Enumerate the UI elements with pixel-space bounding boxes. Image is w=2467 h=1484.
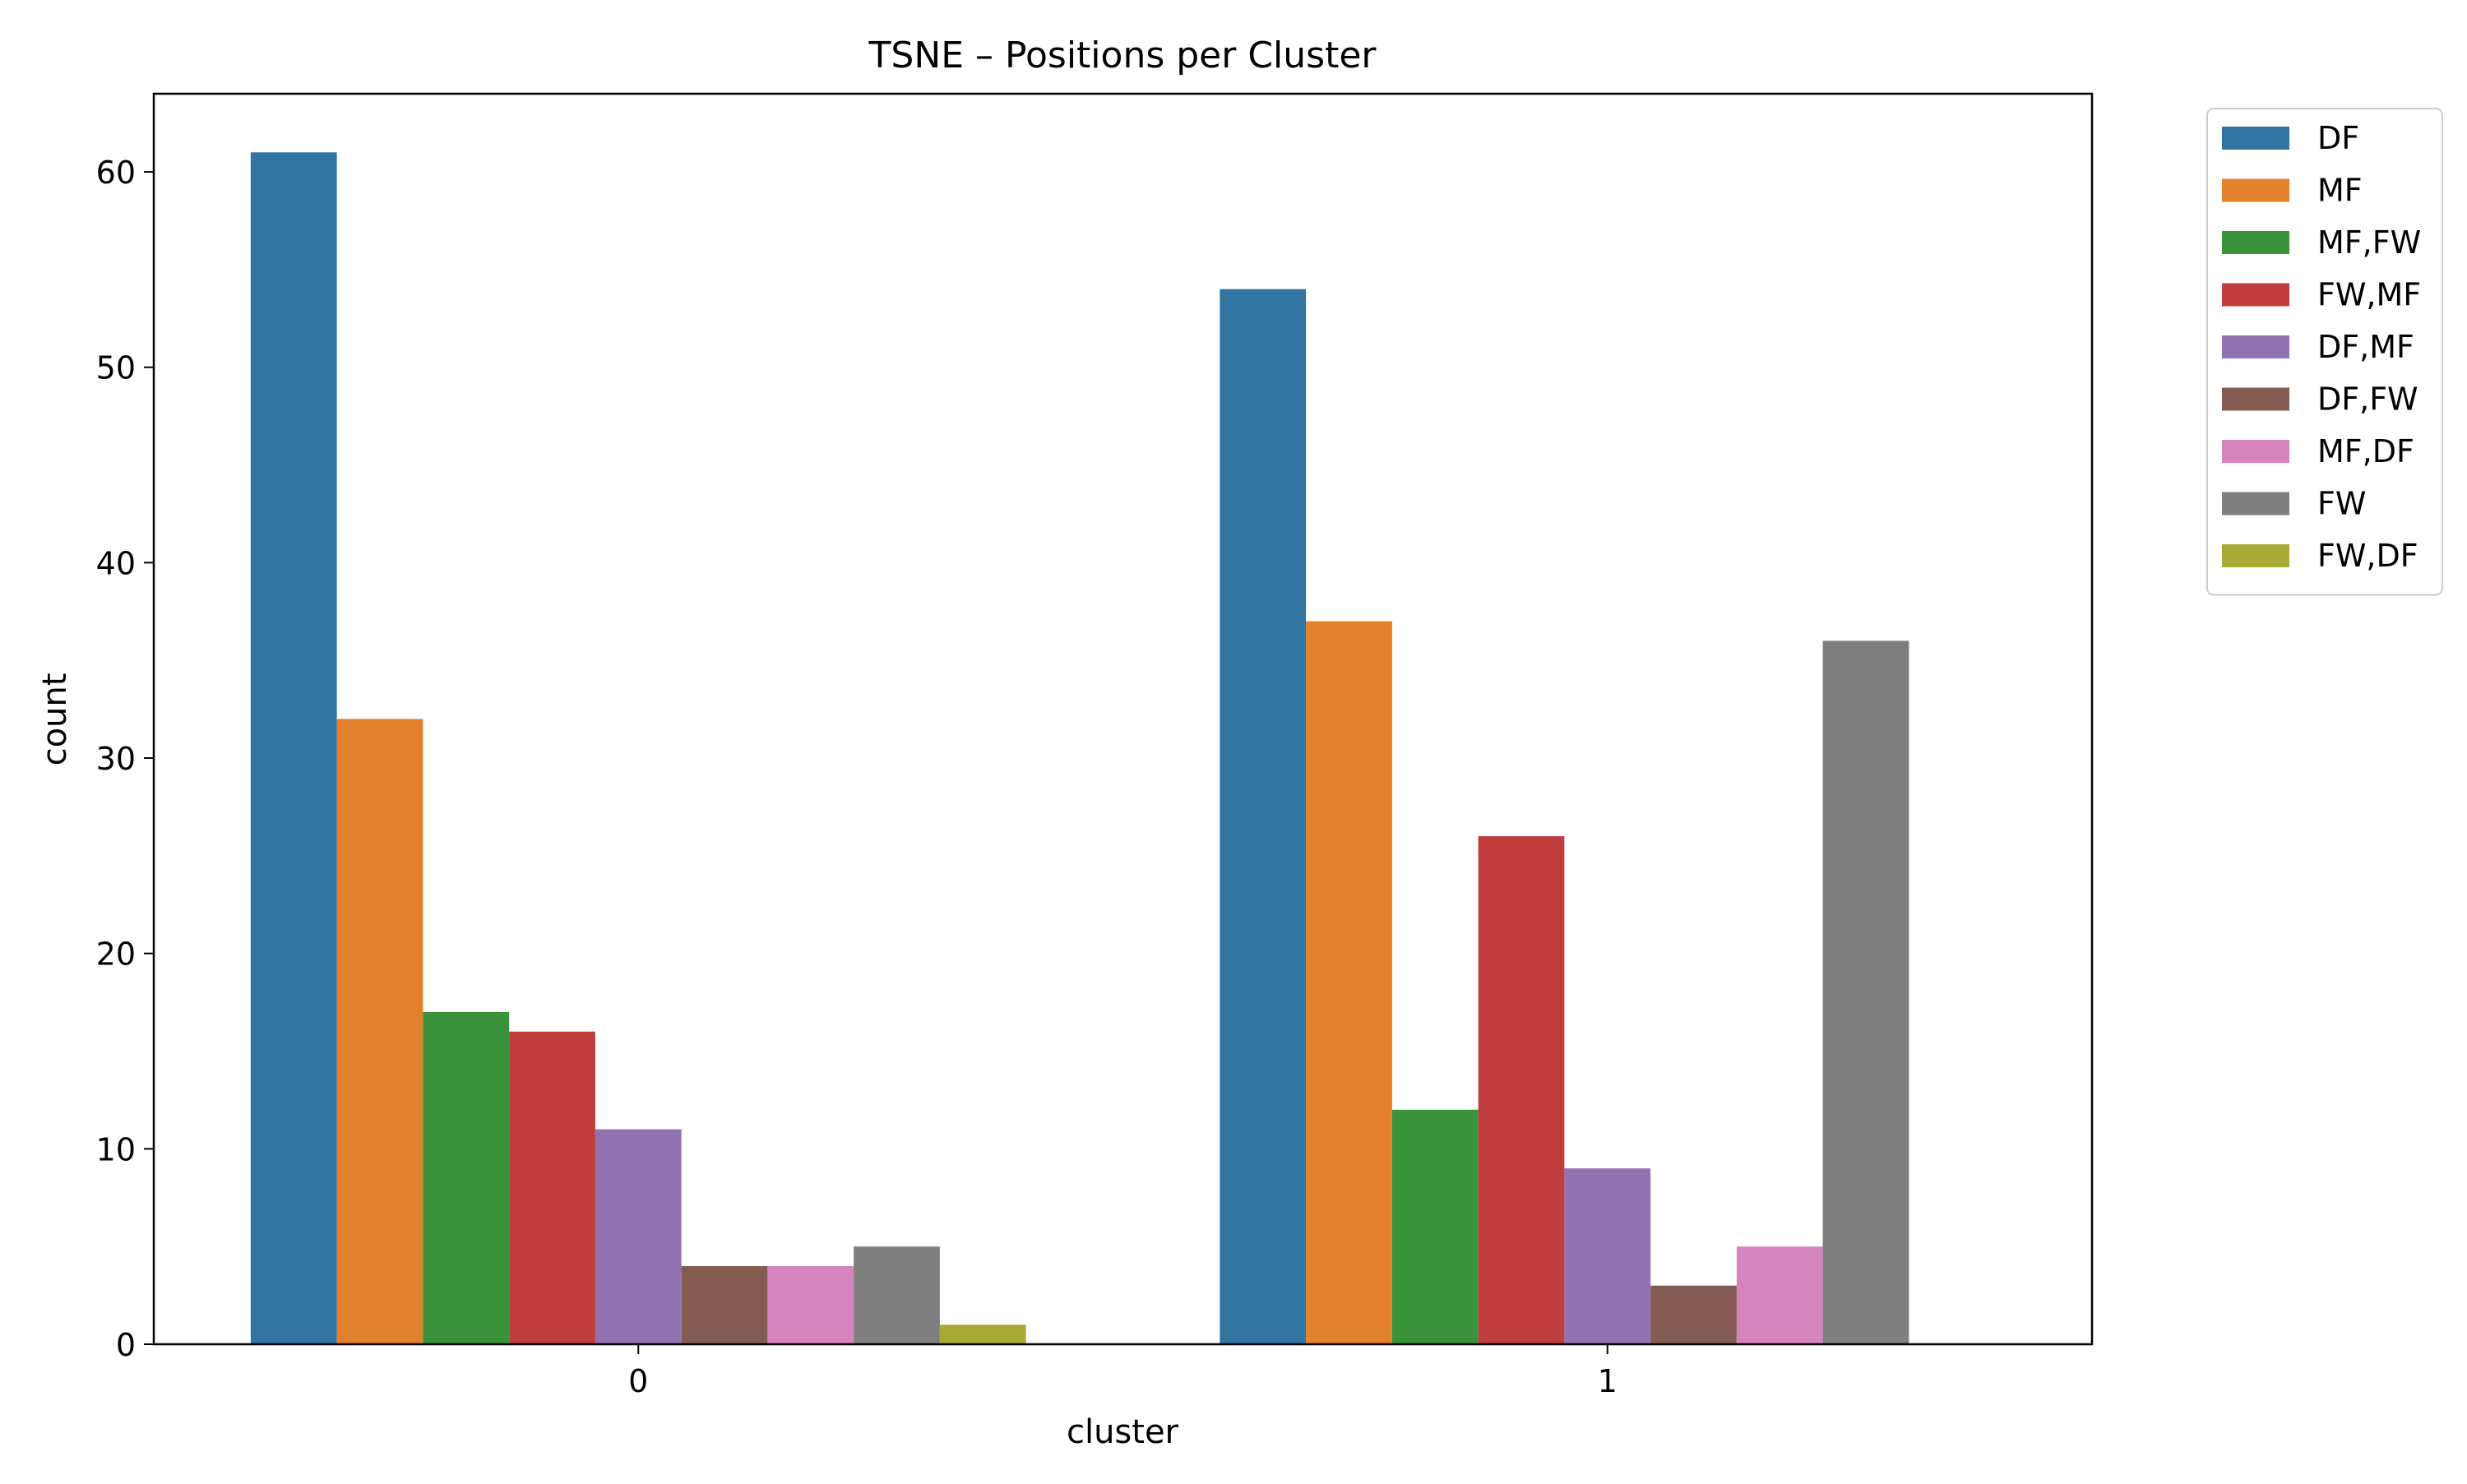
bar-df-cluster-1 [1220, 289, 1307, 1344]
y-axis-label: count [36, 673, 74, 766]
legend: DF MF MF,FW FW,MF DF,MF DF,FW MF,DF FW FW,DF [2206, 108, 2443, 596]
bar-df-fw-cluster-1 [1650, 1285, 1737, 1344]
legend-swatch [2222, 544, 2289, 567]
bar-df-cluster-0 [250, 152, 337, 1344]
legend-swatch [2222, 283, 2289, 307]
bar-mf-fw-cluster-1 [1391, 1109, 1479, 1344]
legend-label: MF,DF [2317, 433, 2414, 469]
y-tick-label: 60 [96, 155, 136, 191]
legend-label: DF,FW [2317, 381, 2418, 418]
bar-df-mf-cluster-1 [1564, 1168, 1651, 1344]
legend-box [2206, 108, 2443, 596]
legend-swatch [2222, 231, 2289, 254]
bar-fw-cluster-1 [1822, 640, 1909, 1344]
y-tick-label: 20 [96, 936, 136, 973]
bar-mf-cluster-1 [1306, 621, 1392, 1344]
x-tick-label: 1 [1598, 1363, 1618, 1399]
legend-label: FW,MF [2317, 277, 2421, 313]
legend-swatch [2222, 387, 2289, 411]
y-tick-label: 30 [96, 741, 136, 777]
y-tick-label: 40 [96, 545, 136, 581]
bar-mf-cluster-0 [336, 719, 424, 1344]
legend-swatch [2222, 492, 2289, 515]
bar-mf-fw-cluster-0 [423, 1011, 510, 1344]
legend-swatch [2222, 335, 2289, 358]
y-tick-label: 0 [116, 1327, 136, 1363]
x-tick-label: 0 [628, 1363, 648, 1399]
legend-label: FW,DF [2317, 538, 2418, 574]
bar-fw-df-cluster-0 [939, 1325, 1026, 1344]
legend-label: FW [2317, 486, 2366, 522]
legend-swatch [2222, 440, 2289, 463]
y-tick-label: 50 [96, 350, 136, 386]
legend-label: DF [2317, 120, 2359, 156]
legend-swatch [2222, 178, 2289, 202]
chart-title: TSNE – Positions per Cluster [868, 35, 1377, 76]
legend-label: DF,MF [2317, 329, 2414, 365]
x-axis-label: cluster [1067, 1413, 1179, 1451]
bar-fw-mf-cluster-0 [509, 1031, 595, 1344]
y-tick-label: 10 [96, 1131, 136, 1167]
bar-df-mf-cluster-0 [595, 1129, 682, 1344]
legend-label: MF [2317, 173, 2363, 209]
bar-mf-df-cluster-1 [1736, 1246, 1823, 1344]
bar-mf-df-cluster-0 [767, 1265, 854, 1344]
bar-fw-cluster-0 [854, 1246, 940, 1344]
bar-df-fw-cluster-0 [681, 1265, 768, 1344]
plot-frame [152, 92, 2094, 1346]
bars-layer [250, 152, 1909, 1344]
legend-swatch [2222, 127, 2289, 150]
legend-label: MF,FW [2317, 224, 2421, 261]
bar-fw-mf-cluster-1 [1478, 836, 1565, 1344]
axes-layer: 0 10 20 30 40 50 60 0 1 [96, 92, 2094, 1399]
